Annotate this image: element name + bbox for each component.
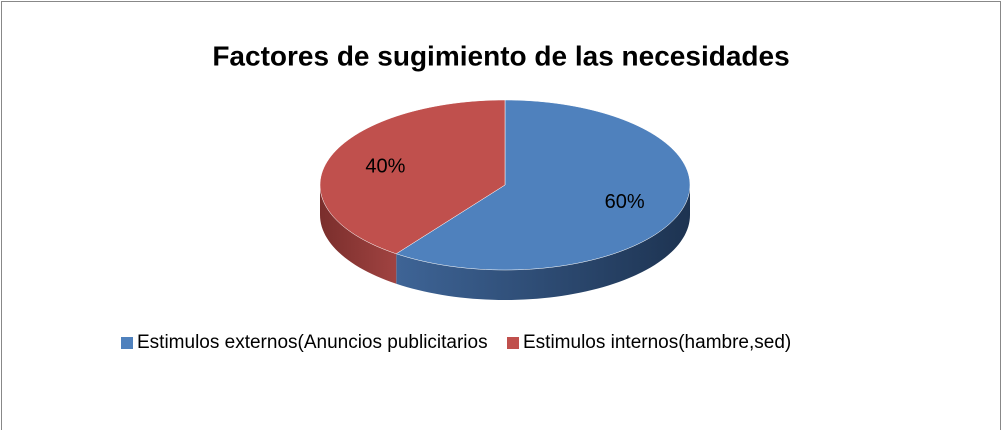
pie-slice	[395, 99, 691, 271]
legend: Estimulos externos(Anuncios publicitario…	[121, 332, 791, 353]
slice-side	[320, 185, 397, 284]
data-label: 40%	[365, 155, 405, 177]
chart-title: Factores de sugimiento de las necesidade…	[212, 40, 789, 71]
legend-swatch	[507, 337, 519, 349]
pie-slice	[319, 99, 506, 255]
legend-label: Estimulos externos(Anuncios publicitario…	[137, 332, 488, 353]
legend-label: Estimulos internos(hambre,sed)	[523, 332, 791, 353]
pie: 60% 40%	[319, 99, 691, 300]
slice-side	[396, 185, 690, 300]
data-label: 60%	[605, 191, 645, 213]
legend-swatch	[121, 337, 133, 349]
